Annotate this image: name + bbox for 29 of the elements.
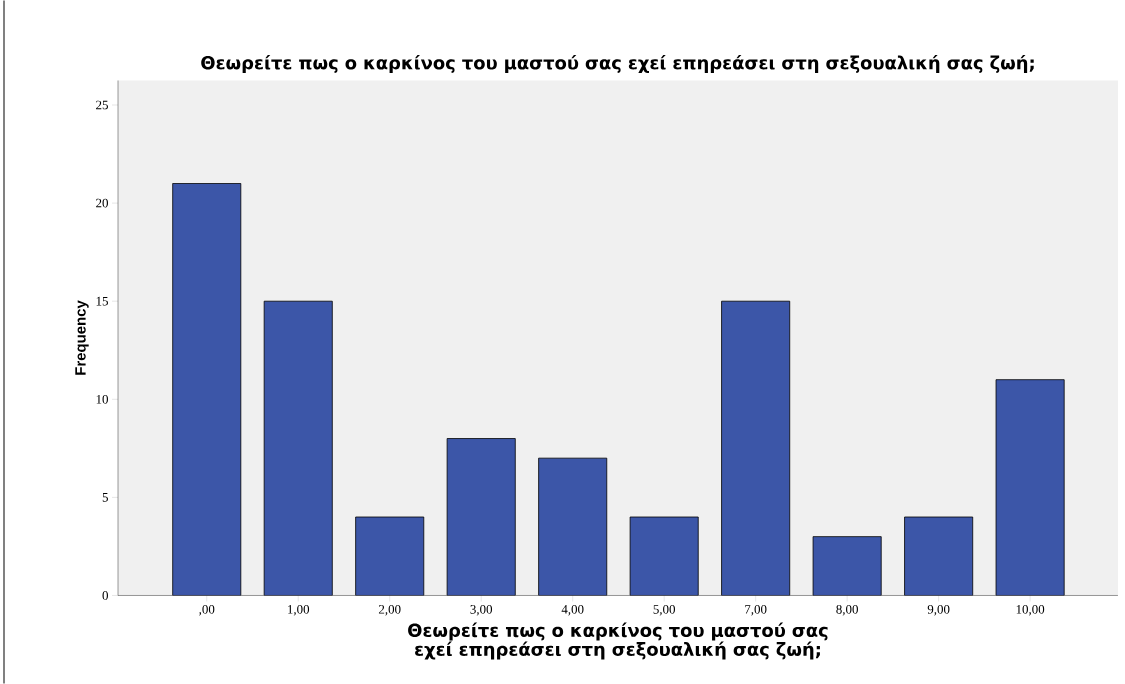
x-tick-label: ,00 (199, 605, 215, 616)
x-tick-label: 5,00 (653, 605, 676, 616)
x-tick-label: 10,00 (1016, 605, 1045, 616)
x-tick-label: 7,00 (745, 605, 767, 616)
y-tick-label: 5 (102, 493, 108, 502)
bar (172, 183, 242, 596)
bar (721, 300, 791, 596)
x-tick-label: 8,00 (836, 605, 858, 616)
bar (904, 516, 974, 596)
y-axis-title: Frequency (75, 300, 89, 375)
y-tick-label: 15 (96, 296, 108, 306)
y-tick-label: 10 (96, 394, 108, 404)
bar (812, 536, 882, 596)
x-tick-label: 1,00 (288, 605, 310, 616)
bar (446, 438, 516, 596)
y-tick-label: 20 (96, 198, 108, 208)
y-tick-label: 25 (96, 100, 108, 110)
bar (355, 516, 425, 596)
bar (263, 300, 333, 596)
x-axis-title: Θεωρείτε πως ο καρκίνος του μαστού σας εχεί επηρεάσει στη σεξουαλική σας ζωή; (408, 622, 828, 660)
bar (629, 516, 699, 596)
x-tick-label: 4,00 (561, 605, 584, 616)
chart-title: Θεωρείτε πως ο καρκίνος του μαστού σας εχεί επηρεάσει στη σεξουαλική σας ζωή; (201, 54, 1034, 73)
bar (995, 379, 1065, 596)
y-tick-label: 0 (102, 591, 108, 600)
x-tick-label: 3,00 (470, 605, 493, 616)
x-tick-label: 2,00 (378, 605, 401, 616)
x-tick-label: 9,00 (927, 605, 950, 616)
bar (538, 457, 608, 596)
